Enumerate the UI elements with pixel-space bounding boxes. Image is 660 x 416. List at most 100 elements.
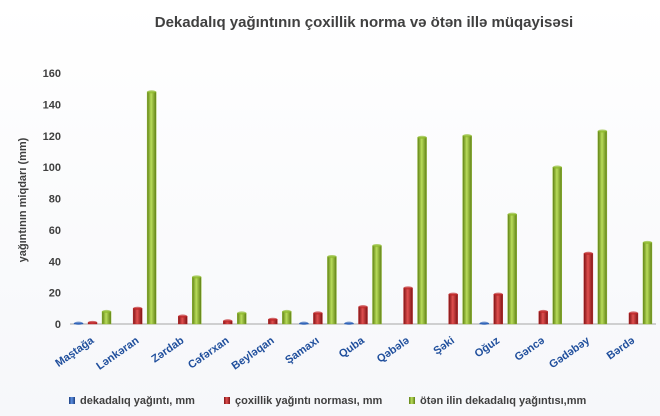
- y-tick-label: 140: [43, 99, 61, 111]
- bar-cap: [642, 240, 652, 245]
- bar: [344, 321, 354, 325]
- bar: [493, 292, 503, 325]
- bar-cap: [538, 309, 548, 314]
- chart-title: Dekadalıq yağıntının çoxillik norma və ö…: [155, 14, 573, 31]
- x-tick-label: Gədəbəy: [547, 334, 593, 371]
- bar-cap: [552, 165, 562, 169]
- bar-cap: [462, 134, 472, 138]
- bar: [73, 321, 84, 325]
- y-tick-label: 100: [43, 162, 61, 174]
- bar: [448, 292, 458, 325]
- x-tick-label: Oğuz: [473, 334, 503, 360]
- x-tick-label: Zərdab: [149, 334, 186, 365]
- bar: [358, 305, 368, 325]
- y-tick-label: 160: [43, 68, 61, 80]
- legend-swatch: [69, 397, 75, 404]
- bar: [597, 129, 608, 325]
- bar: [372, 243, 382, 325]
- bar: [479, 321, 489, 325]
- legend-label: çoxillik yağıntı norması, mm: [235, 395, 383, 407]
- bar: [327, 254, 337, 325]
- bar-body: [403, 287, 413, 325]
- bar-cap: [327, 254, 337, 259]
- bar-cap: [493, 292, 503, 296]
- bar: [299, 321, 309, 325]
- bar: [237, 311, 247, 325]
- bar-body: [101, 311, 112, 325]
- bar-cap: [507, 212, 517, 216]
- bar-body: [191, 276, 202, 325]
- bar-body: [507, 213, 517, 325]
- bar-cap: [583, 251, 593, 256]
- x-tick-label: Maştağa: [53, 334, 97, 370]
- bar-cap: [372, 243, 382, 248]
- bar: [462, 134, 472, 325]
- x-tick-label: Qəbələ: [375, 335, 412, 366]
- bar-body: [628, 312, 639, 325]
- legend-item: ötən ilin dekadalıq yağıntısı,mm: [409, 395, 586, 407]
- bar-body: [462, 135, 472, 325]
- bar: [87, 320, 98, 325]
- x-tick-label: Gəncə: [513, 335, 547, 364]
- x-tick-label: Beyləqan: [230, 334, 277, 372]
- bar-body: [132, 308, 143, 325]
- bar-body: [237, 312, 247, 325]
- bar-cap: [299, 321, 309, 325]
- bar-cap: [147, 90, 157, 94]
- bar-cap: [597, 129, 607, 133]
- bar-cap: [74, 321, 84, 325]
- legend-item: dekadalıq yağıntı, mm: [69, 395, 195, 407]
- bar-body: [146, 91, 157, 325]
- bar-body: [642, 242, 653, 325]
- bar: [417, 135, 427, 325]
- bar-body: [358, 306, 368, 325]
- y-tick-label: 20: [49, 288, 61, 300]
- bar: [552, 165, 563, 325]
- x-tick-label: Bərdə: [605, 335, 637, 363]
- legend-item: çoxillik yağıntı norması, mm: [224, 395, 383, 407]
- bar: [223, 319, 233, 325]
- bar-cap: [358, 305, 368, 309]
- bar-cap: [268, 317, 278, 321]
- bar: [583, 251, 594, 325]
- bar-cap: [417, 135, 427, 139]
- bar-body: [552, 166, 563, 325]
- bar-cap: [344, 321, 354, 325]
- bar-body: [538, 311, 549, 325]
- bar: [101, 309, 112, 325]
- legend-swatch: [224, 397, 230, 404]
- bar-cap: [88, 320, 98, 325]
- bar-cap: [628, 311, 638, 315]
- bar-cap: [237, 311, 247, 315]
- y-tick-label: 40: [49, 256, 61, 268]
- x-tick-label: Cəfərxan: [186, 334, 232, 371]
- bar-body: [313, 312, 323, 325]
- bar: [146, 90, 157, 325]
- bar: [313, 311, 323, 325]
- bar-cap: [403, 286, 413, 290]
- x-tick-label: Lənkəran: [94, 334, 141, 372]
- x-tick-label: Quba: [337, 334, 368, 360]
- bar-body: [417, 137, 427, 325]
- bar-cap: [479, 321, 489, 325]
- bar-body: [282, 311, 292, 325]
- bar-cap: [102, 309, 112, 314]
- bar-body: [372, 245, 382, 325]
- y-tick-label: 80: [49, 194, 61, 206]
- bar-body: [597, 130, 608, 325]
- bar: [282, 309, 292, 325]
- legend-label: dekadalıq yağıntı, mm: [80, 395, 195, 407]
- bar-body: [583, 253, 594, 325]
- bar-cap: [282, 309, 292, 314]
- y-axis-label: yağıntının miqdarı (mm): [17, 137, 29, 262]
- bar: [268, 317, 278, 325]
- bar-cap: [448, 292, 458, 296]
- bar-cap: [133, 306, 143, 310]
- y-tick-label: 60: [49, 225, 61, 237]
- bar-cap: [192, 275, 202, 279]
- x-tick-label: Şamaxı: [283, 335, 321, 367]
- legend-swatch: [409, 397, 415, 404]
- bar: [191, 275, 202, 325]
